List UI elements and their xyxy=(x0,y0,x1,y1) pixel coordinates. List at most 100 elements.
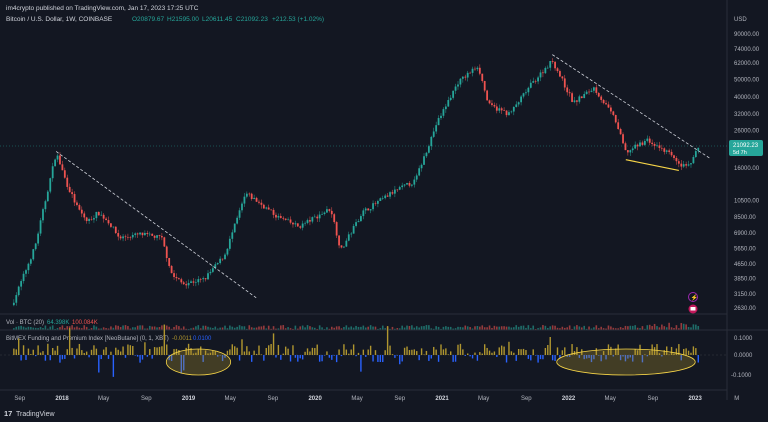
candle-body xyxy=(643,140,646,145)
candle-body xyxy=(466,72,469,78)
volume-bar xyxy=(566,327,569,330)
funding-bar xyxy=(85,351,88,355)
funding-bar xyxy=(221,355,224,362)
candle-body xyxy=(17,286,20,296)
candle-body xyxy=(238,210,241,218)
funding-bar xyxy=(500,345,503,355)
volume-bar xyxy=(263,325,265,330)
funding-bar xyxy=(517,348,520,355)
tradingview-logo[interactable]: 17 TradingView xyxy=(4,409,55,418)
funding-bar xyxy=(471,355,474,359)
funding-bar xyxy=(661,355,663,357)
candle-body xyxy=(609,107,612,112)
funding-bar xyxy=(54,350,56,355)
funding-bar xyxy=(464,355,466,356)
funding-bar xyxy=(134,355,136,356)
candle-body xyxy=(559,71,561,77)
volume-bar xyxy=(20,325,22,330)
volume-bar xyxy=(246,328,248,330)
volume-pane[interactable]: Vol · BTC (20) 64.398K 100.084K xyxy=(0,313,727,330)
funding-bar xyxy=(282,353,284,355)
candle-body xyxy=(636,144,639,147)
funding-bar xyxy=(627,355,629,359)
volume-bar xyxy=(481,325,484,330)
price-axis[interactable]: USD 90000.00 74000.00 62000.00 50000.00 4000… xyxy=(0,0,763,400)
time-tick-label: 2023 xyxy=(688,396,702,402)
volume-bar xyxy=(97,328,100,330)
volume-bar xyxy=(435,326,437,330)
volume-bar xyxy=(47,328,49,330)
volume-bar xyxy=(690,327,692,330)
candle-body xyxy=(233,223,236,233)
candle-body xyxy=(199,279,202,280)
candle-body xyxy=(355,222,357,226)
candle-body xyxy=(248,193,251,195)
candle-body xyxy=(651,142,654,145)
volume-bar xyxy=(403,327,406,330)
candle-body xyxy=(243,196,246,204)
funding-bar xyxy=(445,348,447,355)
volume-bar xyxy=(318,325,321,330)
funding-bar xyxy=(149,349,151,355)
funding-bar xyxy=(289,355,292,362)
funding-bar xyxy=(260,354,263,355)
funding-bar xyxy=(132,346,134,355)
volume-bar xyxy=(355,325,357,330)
candle-body xyxy=(629,150,632,153)
funding-bar xyxy=(13,348,15,355)
candle-body xyxy=(685,164,688,166)
candle-body xyxy=(415,175,418,180)
funding-bar xyxy=(306,348,309,355)
candle-body xyxy=(612,111,615,115)
annotations xyxy=(55,54,711,299)
funding-bar xyxy=(272,333,275,355)
volume-bar xyxy=(578,326,581,330)
volume-bar xyxy=(515,325,518,330)
volume-bar xyxy=(367,326,369,330)
price-tick-label: 4650.00 xyxy=(734,262,756,268)
volume-bar xyxy=(209,327,212,330)
event-icons[interactable]: ⚡ xyxy=(688,292,698,314)
candle-body xyxy=(474,68,476,70)
candle-body xyxy=(529,82,532,88)
funding-bar xyxy=(175,348,178,355)
volume-bar xyxy=(568,325,571,330)
time-axis[interactable]: Sep 2018 May Sep 2019 May Sep 2020 May Sep 2021 May… xyxy=(0,389,739,402)
volume-bar xyxy=(452,328,454,330)
funding-pane[interactable]: BitMEX Funding and Premium Index [NeoBut… xyxy=(0,324,768,379)
funding-bar xyxy=(544,347,547,355)
lightning-event-icon[interactable] xyxy=(688,292,698,302)
candle-body xyxy=(595,87,598,93)
volume-bar xyxy=(544,325,547,330)
funding-bar xyxy=(481,353,483,355)
candle-body xyxy=(408,182,411,186)
candle-body xyxy=(692,156,695,164)
volume-bar xyxy=(556,327,559,330)
funding-tick-bottom: -0.1000 xyxy=(731,373,752,379)
funding-bar xyxy=(95,348,98,355)
volume-bar xyxy=(474,326,476,330)
bar-countdown: 5d 7h xyxy=(733,150,747,156)
funding-bar xyxy=(588,355,590,358)
volume-bar xyxy=(267,325,270,330)
funding-bar xyxy=(496,355,498,357)
time-tick-label: May xyxy=(605,396,616,402)
funding-bar xyxy=(433,346,435,355)
candle-body xyxy=(372,203,374,210)
volume-bar xyxy=(539,327,542,330)
funding-bar xyxy=(697,355,699,363)
funding-bar xyxy=(309,351,311,355)
volume-bar xyxy=(51,325,54,330)
volume-bar xyxy=(95,326,98,330)
volume-bar xyxy=(590,328,593,330)
candle-body xyxy=(413,179,416,185)
time-tick-label: Sep xyxy=(268,396,279,402)
funding-bar xyxy=(384,350,386,355)
volume-bar xyxy=(644,328,646,330)
volume-bar xyxy=(602,328,605,330)
ohlc-low: L20611.45 xyxy=(202,16,233,23)
candle-body xyxy=(430,136,433,147)
funding-bar xyxy=(64,355,66,359)
candle-body xyxy=(503,110,506,111)
